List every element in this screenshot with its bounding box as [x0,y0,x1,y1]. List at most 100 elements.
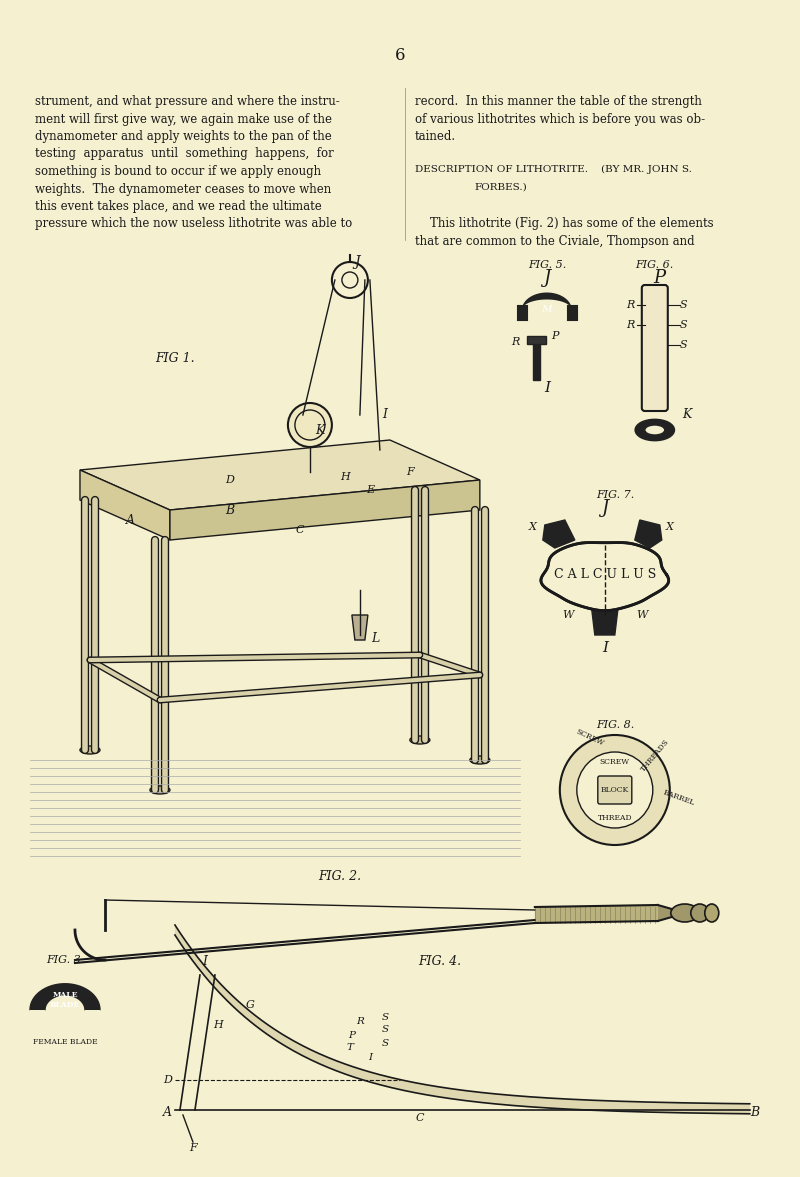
Text: B: B [226,504,234,517]
Text: I: I [602,641,608,654]
Text: S: S [680,300,687,310]
Text: P: P [654,270,666,287]
Text: X: X [529,523,537,532]
Text: I: I [202,955,207,967]
Text: DESCRIPTION OF LITHOTRITE.    (BY MR. JOHN S.: DESCRIPTION OF LITHOTRITE. (BY MR. JOHN … [415,165,692,174]
Ellipse shape [470,756,490,764]
Polygon shape [80,440,480,510]
Text: D: D [163,1075,172,1085]
Ellipse shape [670,904,698,922]
Circle shape [560,734,670,845]
Text: something is bound to occur if we apply enough: something is bound to occur if we apply … [35,165,321,178]
Ellipse shape [80,746,100,754]
Text: D: D [226,476,234,485]
Text: S: S [382,1013,389,1023]
Polygon shape [80,470,170,540]
Text: B: B [750,1105,759,1118]
Text: J: J [601,499,609,517]
Text: I: I [368,1053,372,1063]
Text: FIG. 4.: FIG. 4. [418,955,462,967]
FancyBboxPatch shape [598,776,632,804]
Text: K: K [682,408,691,421]
Polygon shape [592,610,618,636]
Text: FIG. 8.: FIG. 8. [596,720,634,730]
Text: F: F [406,467,414,477]
Ellipse shape [636,420,674,440]
Text: W: W [636,610,647,620]
Text: R: R [626,300,635,310]
Text: this event takes place, and we read the ultimate: this event takes place, and we read the … [35,200,322,213]
Text: FEMALE BLADE: FEMALE BLADE [33,1038,98,1046]
Ellipse shape [410,736,430,744]
Text: tained.: tained. [415,129,456,142]
Text: FORBES.): FORBES.) [475,182,528,192]
Ellipse shape [150,786,170,794]
Text: S: S [680,340,687,350]
FancyBboxPatch shape [642,285,668,411]
Text: weights.  The dynamometer ceases to move when: weights. The dynamometer ceases to move … [35,182,331,195]
Text: T: T [346,1043,354,1051]
Text: M: M [542,306,552,314]
Text: testing  apparatus  until  something  happens,  for: testing apparatus until something happen… [35,147,334,160]
Text: P: P [348,1031,355,1039]
Text: pressure which the now useless lithotrite was able to: pressure which the now useless lithotrit… [35,218,352,231]
Polygon shape [352,616,368,640]
Text: record.  In this manner the table of the strength: record. In this manner the table of the … [415,95,702,108]
Text: C: C [296,525,304,536]
Text: 6: 6 [394,47,405,64]
Text: strument, and what pressure and where the instru-: strument, and what pressure and where th… [35,95,340,108]
Polygon shape [543,520,575,548]
Text: A: A [126,513,134,526]
Text: FIG 1.: FIG 1. [155,352,194,365]
Text: FIG. 7.: FIG. 7. [596,490,634,500]
Text: BARREL: BARREL [662,789,696,807]
Text: G: G [246,1000,254,1010]
Text: S: S [382,1025,389,1035]
Ellipse shape [690,904,709,922]
Circle shape [577,752,653,827]
Text: MALE
BLADE: MALE BLADE [50,991,80,1009]
Text: X: X [666,523,674,532]
Text: C: C [416,1113,424,1123]
Ellipse shape [705,904,718,922]
Text: K: K [315,424,325,437]
Text: R: R [512,337,520,347]
Text: FIG. 5.: FIG. 5. [528,260,566,270]
Text: THREADS: THREADS [639,737,670,773]
Text: S: S [382,1039,389,1049]
Polygon shape [170,480,480,540]
Text: FIG. 2.: FIG. 2. [318,870,362,883]
Text: This lithotrite (Fig. 2) has some of the elements: This lithotrite (Fig. 2) has some of the… [415,218,714,231]
Polygon shape [533,343,540,380]
Text: of various lithotrites which is before you was ob-: of various lithotrites which is before y… [415,113,705,126]
Text: A: A [163,1105,173,1118]
Circle shape [288,403,332,447]
Polygon shape [527,335,546,344]
Text: BLOCK: BLOCK [601,786,629,794]
Text: J: J [354,255,360,270]
Text: F: F [189,1143,197,1153]
Text: P: P [551,331,558,341]
Text: S: S [680,320,687,330]
Text: dynamometer and apply weights to the pan of the: dynamometer and apply weights to the pan… [35,129,332,142]
Polygon shape [541,543,669,611]
Text: J: J [543,270,550,287]
Text: W: W [562,610,574,620]
Text: I: I [544,381,550,395]
Text: SCREW: SCREW [600,758,630,766]
Text: C A L C U L U S: C A L C U L U S [554,568,656,581]
Text: H: H [340,472,350,483]
Text: FIG. 3.: FIG. 3. [46,955,84,965]
Text: R: R [626,320,635,330]
Text: FIG. 6.: FIG. 6. [636,260,674,270]
Ellipse shape [645,425,665,435]
Text: ment will first give way, we again make use of the: ment will first give way, we again make … [35,113,332,126]
Text: SCREW: SCREW [574,729,605,749]
Text: THREAD: THREAD [598,814,632,822]
Text: R: R [356,1017,364,1026]
Text: that are common to the Civiale, Thompson and: that are common to the Civiale, Thompson… [415,235,694,248]
Text: I: I [382,408,387,421]
Polygon shape [30,984,100,1010]
Text: H: H [213,1020,223,1030]
Text: E: E [366,485,374,496]
